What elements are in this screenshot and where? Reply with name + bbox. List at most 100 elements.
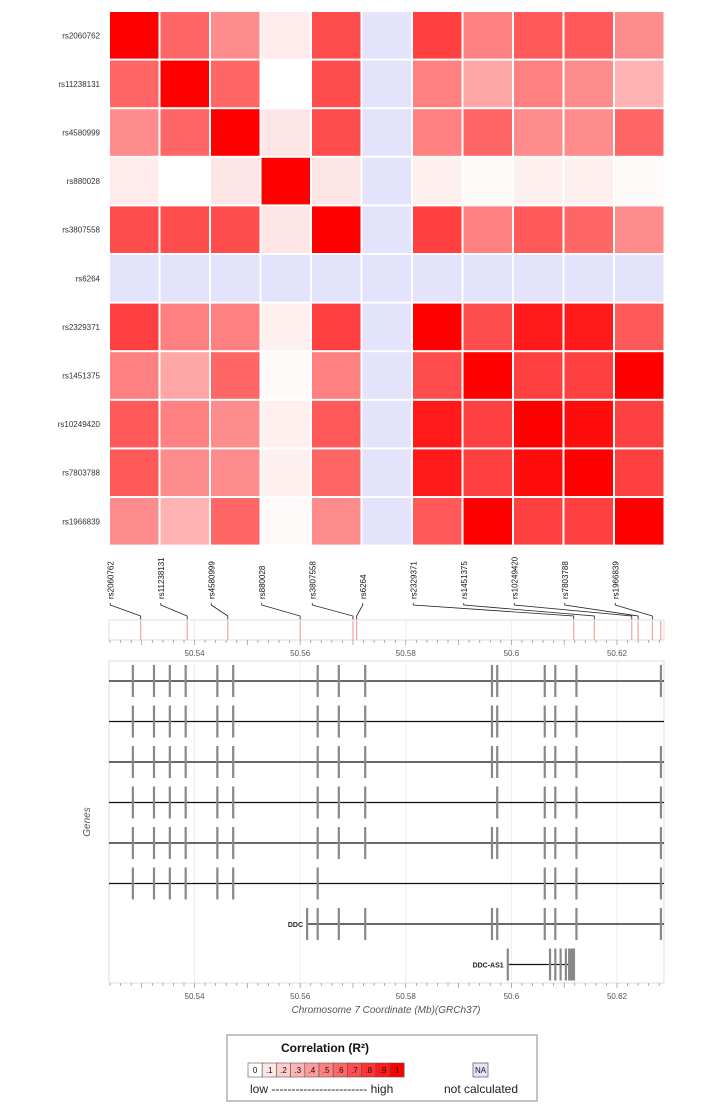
- row-label: rs7803788: [62, 469, 100, 478]
- heatmap-cell: [160, 206, 209, 253]
- heatmap-cell: [211, 352, 260, 399]
- heatmap-cell: [211, 400, 260, 448]
- gene-exon: [496, 786, 499, 819]
- gene-exon: [554, 665, 557, 697]
- heatmap-cell: [261, 109, 310, 156]
- legend-scale-label: 0: [253, 1066, 258, 1075]
- gene-exon: [168, 786, 171, 819]
- gene-exon: [316, 665, 319, 697]
- heatmap-cell: [362, 449, 411, 496]
- gene-exon: [659, 867, 663, 900]
- column-label: rs7803788: [561, 561, 570, 599]
- heatmap-cell: [413, 60, 462, 108]
- heatmap-cell: [564, 352, 613, 399]
- heatmap-cell: [615, 109, 664, 156]
- heatmap-cell: [211, 206, 260, 253]
- heatmap-cell: [110, 255, 159, 302]
- heatmap-cell: [312, 109, 361, 156]
- heatmap-cell: [160, 498, 209, 545]
- gene-exon: [168, 867, 171, 900]
- heatmap-cell: [463, 400, 512, 448]
- gene-exon: [216, 746, 219, 778]
- gene-exon: [564, 948, 567, 981]
- heatmap-cell: [211, 303, 260, 351]
- gene-exon: [659, 786, 663, 819]
- row-label: rs2329371: [62, 323, 100, 332]
- column-label: rs2329371: [409, 561, 418, 599]
- heatmap-cell: [312, 12, 361, 59]
- gene-exon: [364, 665, 367, 697]
- heatmap-cell: [615, 303, 664, 351]
- heatmap-cell: [413, 157, 462, 205]
- column-label: rs6264: [359, 574, 368, 599]
- gene-exon: [490, 827, 494, 859]
- gene-exon: [496, 827, 499, 859]
- heatmap-cell: [514, 157, 563, 205]
- gene-exon: [184, 827, 187, 859]
- gene-exon: [496, 908, 499, 940]
- gene-exon: [543, 705, 546, 738]
- column-label: rs880028: [258, 565, 267, 599]
- gene-exon: [506, 948, 509, 981]
- heatmap-cell: [110, 60, 159, 108]
- gene-exon: [184, 786, 187, 819]
- gene-exon: [316, 867, 319, 900]
- gene-exon: [168, 746, 171, 778]
- heatmap-cell: [312, 60, 361, 108]
- heatmap-cell: [514, 303, 563, 351]
- gene-exon: [559, 948, 562, 981]
- legend-scale-label: .8: [365, 1066, 372, 1075]
- gene-exon: [337, 705, 340, 738]
- heatmap-cell: [211, 498, 260, 545]
- snp-connector: [614, 603, 653, 621]
- gene-label: DDC-AS1: [473, 963, 504, 970]
- gene-exon: [490, 665, 494, 697]
- snp-connector: [210, 603, 229, 621]
- heatmap-cell: [514, 255, 563, 302]
- gene-exon: [575, 827, 578, 859]
- heatmap-cell: [362, 60, 411, 108]
- gene-exon: [184, 665, 187, 697]
- heatmap-cell: [312, 498, 361, 545]
- gene-panel-box: [108, 660, 665, 984]
- heatmap-cell: [312, 255, 361, 302]
- gene-exon: [575, 908, 578, 940]
- heatmap-cell: [564, 400, 613, 448]
- heatmap-cell: [160, 109, 209, 156]
- gene-exon: [554, 705, 557, 738]
- heatmap-cell: [413, 352, 462, 399]
- gene-exon: [554, 948, 557, 981]
- heatmap-cell: [312, 400, 361, 448]
- heatmap-cell: [514, 400, 563, 448]
- heatmap-cell: [564, 12, 613, 59]
- gene-exon: [316, 746, 319, 778]
- snp-track-box: [108, 619, 665, 641]
- row-label: rs11238131: [58, 80, 100, 89]
- gene-exon: [152, 786, 156, 819]
- gene-exon: [337, 746, 340, 778]
- gene-exon: [659, 827, 663, 859]
- heatmap-cell: [362, 157, 411, 205]
- gene-exon: [575, 705, 578, 738]
- heatmap-cell: [261, 206, 310, 253]
- heatmap-cell: [362, 109, 411, 156]
- gene-exon: [364, 705, 367, 738]
- heatmap-cell: [564, 449, 613, 496]
- gene-exon: [364, 746, 367, 778]
- heatmap-cell: [615, 255, 664, 302]
- snp-position-track: 50.54 50.56 50.58 50.6 50.62: [108, 619, 665, 658]
- gene-exon: [490, 746, 494, 778]
- heatmap-cell: [514, 206, 563, 253]
- legend-color-scale: 0 .1 .2 .3 .4 .5 .6 .7 .8 .9 1: [247, 1062, 405, 1078]
- heatmap-cell: [110, 400, 159, 448]
- heatmap-cell: [564, 498, 613, 545]
- gene-exon: [575, 746, 578, 778]
- genes-axis-title: Genes: [82, 807, 93, 836]
- heatmap-cell: [362, 352, 411, 399]
- gene-exon: [216, 705, 219, 738]
- heatmap-cell: [413, 498, 462, 545]
- gene-exon: [232, 827, 235, 859]
- track-tick-label: 50.6: [504, 649, 520, 658]
- legend-scale-label: .2: [280, 1066, 287, 1075]
